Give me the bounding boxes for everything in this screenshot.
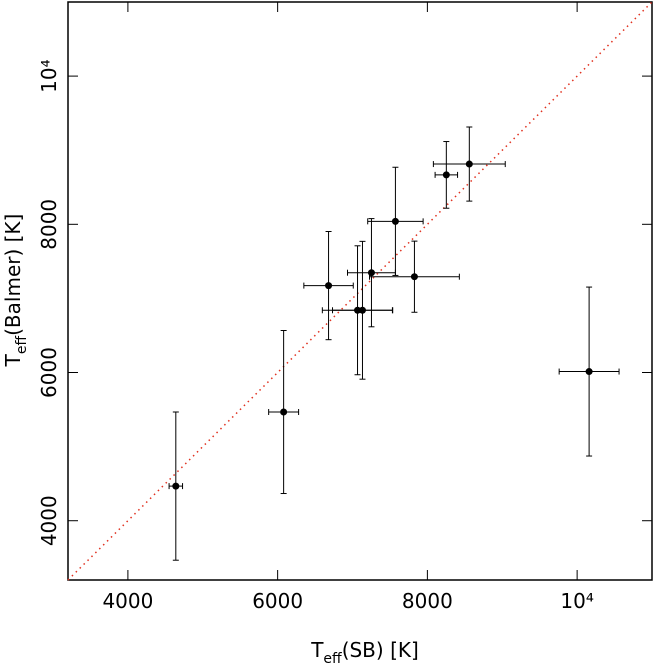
x-title-sub: eff	[323, 651, 342, 667]
x-title-rest: (SB) [K]	[342, 638, 419, 662]
x-tick-label: 10⁴	[560, 589, 593, 613]
x-tick-label: 6000	[252, 589, 303, 613]
x-tick-label: 4000	[102, 589, 153, 613]
x-tick-label: 8000	[402, 589, 453, 613]
point	[367, 269, 375, 277]
point	[442, 171, 450, 179]
x-axis-title: Teff(SB) [K]	[310, 638, 419, 667]
point	[280, 408, 288, 416]
y-title-rest: (Balmer) [K]	[1, 214, 25, 336]
point	[172, 482, 180, 490]
identity-line	[67, 1, 653, 581]
x-title-main: T	[310, 638, 324, 662]
y-tick-label: 4000	[37, 495, 61, 546]
y-title-main: T	[1, 353, 25, 367]
plot-frame	[67, 1, 653, 581]
point	[391, 217, 399, 225]
y-title-sub: eff	[14, 336, 30, 355]
point	[410, 273, 418, 281]
point	[358, 306, 366, 314]
y-tick-label: 6000	[37, 347, 61, 398]
point	[465, 160, 473, 168]
point	[325, 282, 333, 290]
y-tick-label: 8000	[37, 199, 61, 250]
y-tick-label: 10⁴	[37, 59, 61, 92]
point	[585, 368, 593, 376]
y-axis-title: Teff(Balmer) [K]	[1, 214, 30, 368]
